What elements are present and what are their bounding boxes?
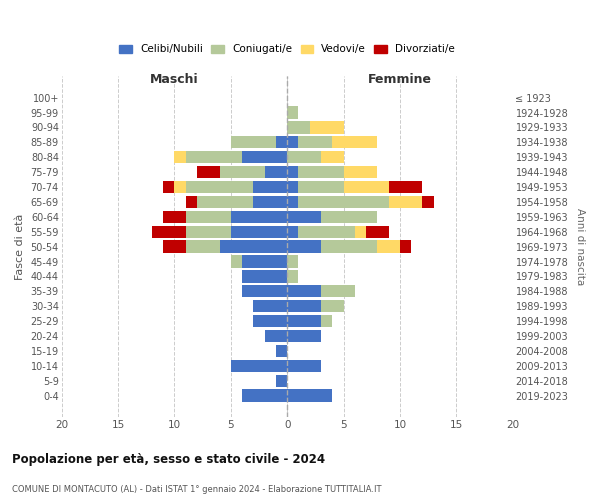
Bar: [321, 300, 344, 312]
Bar: [287, 196, 298, 208]
Bar: [287, 315, 321, 327]
Bar: [366, 226, 389, 238]
Bar: [231, 256, 242, 268]
Bar: [321, 210, 377, 223]
Bar: [242, 256, 287, 268]
Bar: [231, 210, 287, 223]
Bar: [242, 151, 287, 164]
Bar: [298, 196, 389, 208]
Bar: [175, 151, 186, 164]
Bar: [231, 136, 276, 148]
Bar: [186, 181, 253, 193]
Bar: [298, 166, 344, 178]
Bar: [287, 166, 298, 178]
Bar: [287, 106, 298, 118]
Bar: [242, 285, 287, 298]
Bar: [422, 196, 434, 208]
Bar: [163, 210, 186, 223]
Bar: [163, 240, 186, 252]
Bar: [321, 285, 355, 298]
Bar: [197, 196, 253, 208]
Bar: [186, 226, 231, 238]
Bar: [287, 122, 310, 134]
Bar: [186, 210, 231, 223]
Bar: [287, 300, 321, 312]
Bar: [389, 181, 422, 193]
Bar: [298, 181, 344, 193]
Bar: [276, 136, 287, 148]
Bar: [242, 270, 287, 282]
Bar: [231, 226, 287, 238]
Bar: [287, 256, 298, 268]
Bar: [310, 122, 344, 134]
Bar: [220, 166, 265, 178]
Bar: [287, 390, 332, 402]
Bar: [265, 166, 287, 178]
Bar: [287, 240, 321, 252]
Bar: [287, 360, 321, 372]
Bar: [152, 226, 186, 238]
Bar: [321, 151, 344, 164]
Bar: [287, 270, 298, 282]
Bar: [298, 226, 355, 238]
Bar: [287, 210, 321, 223]
Bar: [377, 240, 400, 252]
Bar: [186, 151, 242, 164]
Bar: [253, 181, 287, 193]
Bar: [231, 360, 287, 372]
Bar: [287, 226, 298, 238]
Bar: [298, 136, 332, 148]
Bar: [287, 151, 321, 164]
Bar: [276, 345, 287, 357]
Bar: [197, 166, 220, 178]
Bar: [389, 196, 422, 208]
Y-axis label: Fasce di età: Fasce di età: [15, 214, 25, 280]
Bar: [253, 196, 287, 208]
Text: Maschi: Maschi: [150, 72, 199, 86]
Bar: [287, 330, 321, 342]
Bar: [332, 136, 377, 148]
Bar: [287, 136, 298, 148]
Bar: [344, 181, 389, 193]
Bar: [344, 166, 377, 178]
Bar: [253, 315, 287, 327]
Bar: [220, 240, 287, 252]
Bar: [265, 330, 287, 342]
Legend: Celibi/Nubili, Coniugati/e, Vedovi/e, Divorziati/e: Celibi/Nubili, Coniugati/e, Vedovi/e, Di…: [115, 40, 459, 58]
Bar: [186, 196, 197, 208]
Bar: [355, 226, 366, 238]
Bar: [321, 315, 332, 327]
Bar: [242, 390, 287, 402]
Bar: [253, 300, 287, 312]
Text: Popolazione per età, sesso e stato civile - 2024: Popolazione per età, sesso e stato civil…: [12, 452, 325, 466]
Bar: [163, 181, 175, 193]
Text: Femmine: Femmine: [368, 72, 432, 86]
Bar: [287, 285, 321, 298]
Text: COMUNE DI MONTACUTO (AL) - Dati ISTAT 1° gennaio 2024 - Elaborazione TUTTITALIA.: COMUNE DI MONTACUTO (AL) - Dati ISTAT 1°…: [12, 485, 382, 494]
Bar: [186, 240, 220, 252]
Bar: [321, 240, 377, 252]
Bar: [287, 181, 298, 193]
Bar: [276, 374, 287, 387]
Y-axis label: Anni di nascita: Anni di nascita: [575, 208, 585, 285]
Bar: [400, 240, 411, 252]
Bar: [175, 181, 186, 193]
